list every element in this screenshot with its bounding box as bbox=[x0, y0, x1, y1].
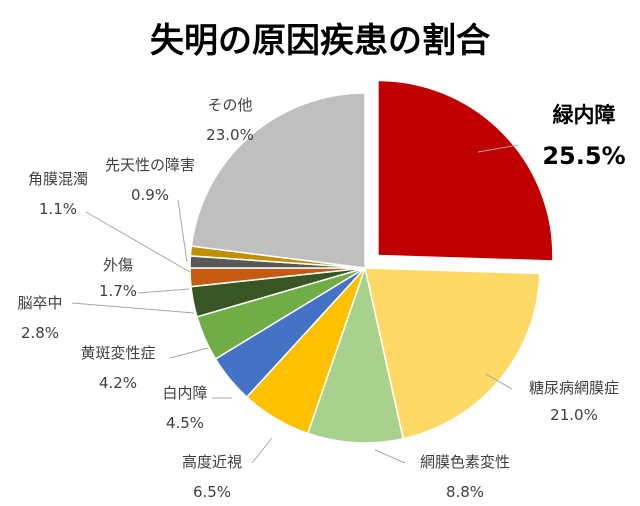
chart-title: 失明の原因疾患の割合 bbox=[150, 21, 490, 61]
slice-name-label: 先天性の障害 bbox=[105, 156, 195, 174]
leader-line bbox=[85, 211, 191, 273]
slice-name-label: 網膜色素変性 bbox=[420, 453, 510, 471]
leader-line bbox=[485, 373, 513, 390]
slice-value-label: 4.5% bbox=[166, 414, 204, 432]
slice-value-label: 23.0% bbox=[206, 126, 254, 144]
slice-value-label: 6.5% bbox=[193, 483, 231, 501]
slice-value-label: 8.8% bbox=[446, 483, 484, 501]
leader-lines bbox=[71, 144, 519, 464]
slice-name-label: 黄斑変性症 bbox=[80, 344, 155, 362]
slice-name-label: 高度近視 bbox=[182, 453, 242, 471]
pie-slice bbox=[377, 79, 554, 262]
slice-name-label: 外傷 bbox=[103, 256, 133, 274]
leader-line bbox=[177, 199, 188, 263]
slice-value-label: 2.8% bbox=[21, 324, 59, 342]
slice-name-label: その他 bbox=[207, 96, 252, 114]
slice-value-label: 1.7% bbox=[99, 282, 137, 300]
leader-line bbox=[477, 144, 519, 153]
slice-name-label: 角膜混濁 bbox=[28, 170, 88, 188]
slice-name-label: 脳卒中 bbox=[17, 294, 62, 312]
leader-line bbox=[374, 449, 406, 464]
leader-line bbox=[71, 302, 195, 314]
slice-value-label: 21.0% bbox=[550, 406, 598, 424]
leader-line bbox=[169, 347, 209, 359]
pie-slice bbox=[306, 265, 405, 444]
slice-value-label: 25.5% bbox=[542, 142, 625, 170]
pie-slice bbox=[364, 267, 541, 440]
slice-name-label: 糖尿病網膜症 bbox=[529, 379, 619, 397]
slice-name-label: 白内障 bbox=[162, 384, 207, 402]
slice-value-label: 0.9% bbox=[131, 186, 169, 204]
leader-line bbox=[251, 437, 273, 464]
slice-value-label: 1.1% bbox=[39, 200, 77, 218]
pie-slice bbox=[190, 92, 366, 269]
slice-value-label: 4.2% bbox=[99, 374, 137, 392]
pie-slices bbox=[189, 79, 554, 444]
leader-line bbox=[137, 288, 190, 294]
slice-labels: 緑内障 25.5% 糖尿病網膜症 21.0% 網膜色素変性 8.8% 高度近視 6.5% 白内障… bbox=[17, 96, 625, 501]
slice-name-label: 緑内障 bbox=[553, 103, 616, 127]
